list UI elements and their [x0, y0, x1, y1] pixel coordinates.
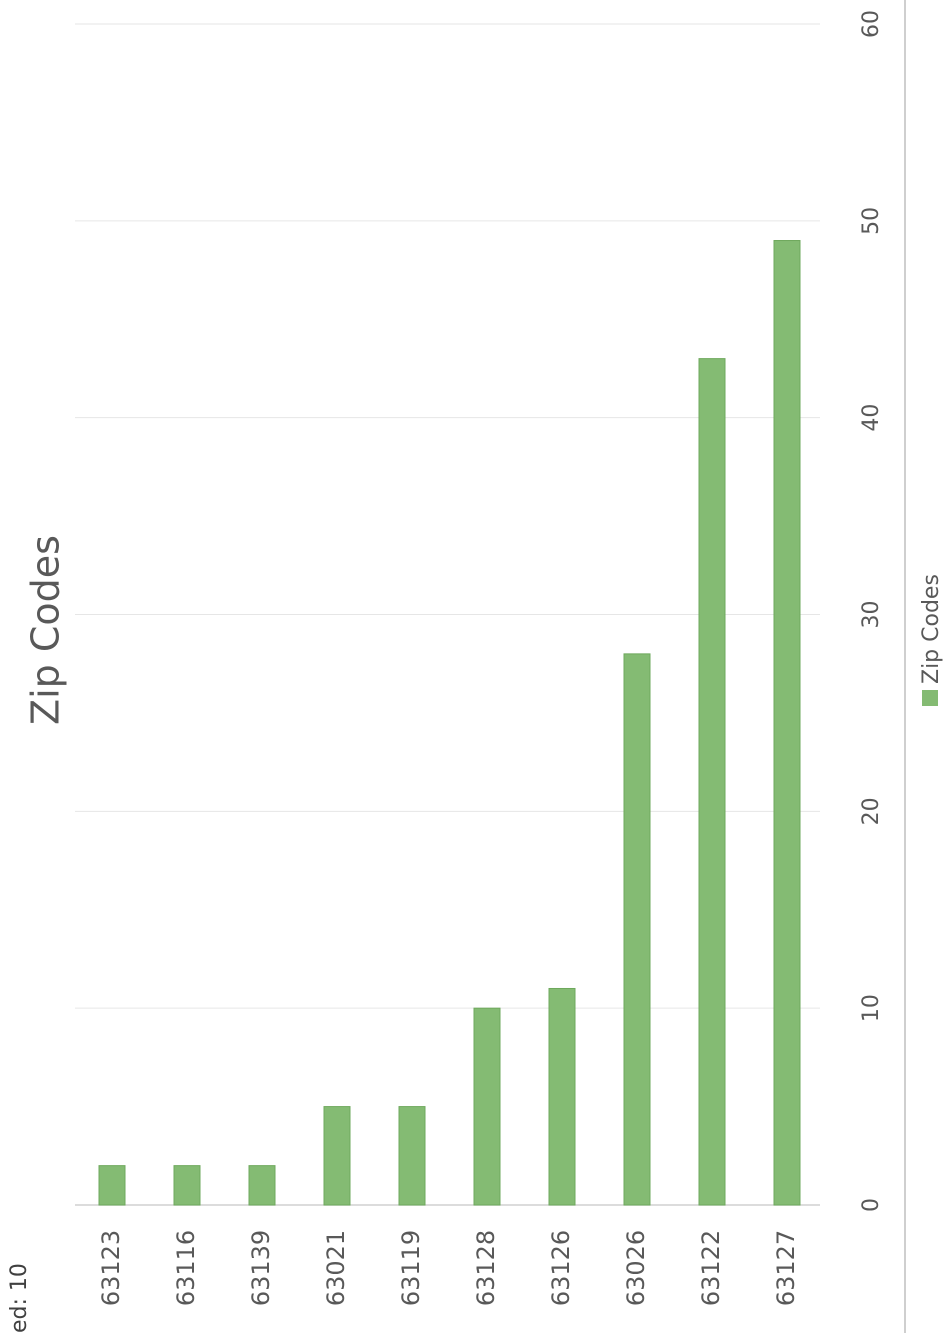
legend: Zip Codes	[919, 574, 944, 706]
bar-63026	[623, 653, 651, 1206]
bars	[98, 240, 801, 1206]
value-tick-labels: 0 10 20 30 40 50 60	[859, 10, 884, 1212]
value-tick-label: 30	[859, 601, 884, 629]
bar-63123	[98, 1165, 126, 1206]
category-label-63122: 63122	[697, 1230, 725, 1306]
category-label-63026: 63026	[622, 1230, 650, 1306]
category-label-63127: 63127	[772, 1230, 800, 1306]
bar-63122	[698, 358, 726, 1206]
gridlines	[75, 23, 820, 1206]
bar-63119	[398, 1106, 426, 1206]
value-tick-label: 40	[859, 404, 884, 432]
category-label-63139: 63139	[247, 1230, 275, 1306]
category-label-63123: 63123	[97, 1230, 125, 1306]
legend-label: Zip Codes	[919, 574, 944, 684]
category-label-63126: 63126	[547, 1230, 575, 1306]
category-label-63119: 63119	[397, 1230, 425, 1306]
value-tick-label: 50	[859, 207, 884, 235]
bar-63128	[473, 1007, 501, 1206]
chart-title: Zip Codes	[24, 535, 68, 725]
category-labels: 63123 63116 63139 63021 63119 63128 63126 63026…	[97, 1230, 800, 1306]
bar-63127	[773, 240, 801, 1206]
category-label-63021: 63021	[322, 1230, 350, 1306]
value-tick-label: 20	[859, 797, 884, 825]
category-label-63116: 63116	[172, 1230, 200, 1306]
bar-63116	[173, 1165, 201, 1206]
corner-text: ed: 10	[7, 1263, 32, 1333]
bar-63139	[248, 1165, 276, 1206]
value-tick-label: 10	[859, 994, 884, 1022]
category-label-63128: 63128	[472, 1230, 500, 1306]
bar-63126	[548, 987, 576, 1206]
legend-swatch	[922, 690, 938, 706]
value-tick-label: 0	[859, 1198, 884, 1212]
bar-63021	[323, 1106, 351, 1206]
value-tick-label: 60	[859, 10, 884, 38]
